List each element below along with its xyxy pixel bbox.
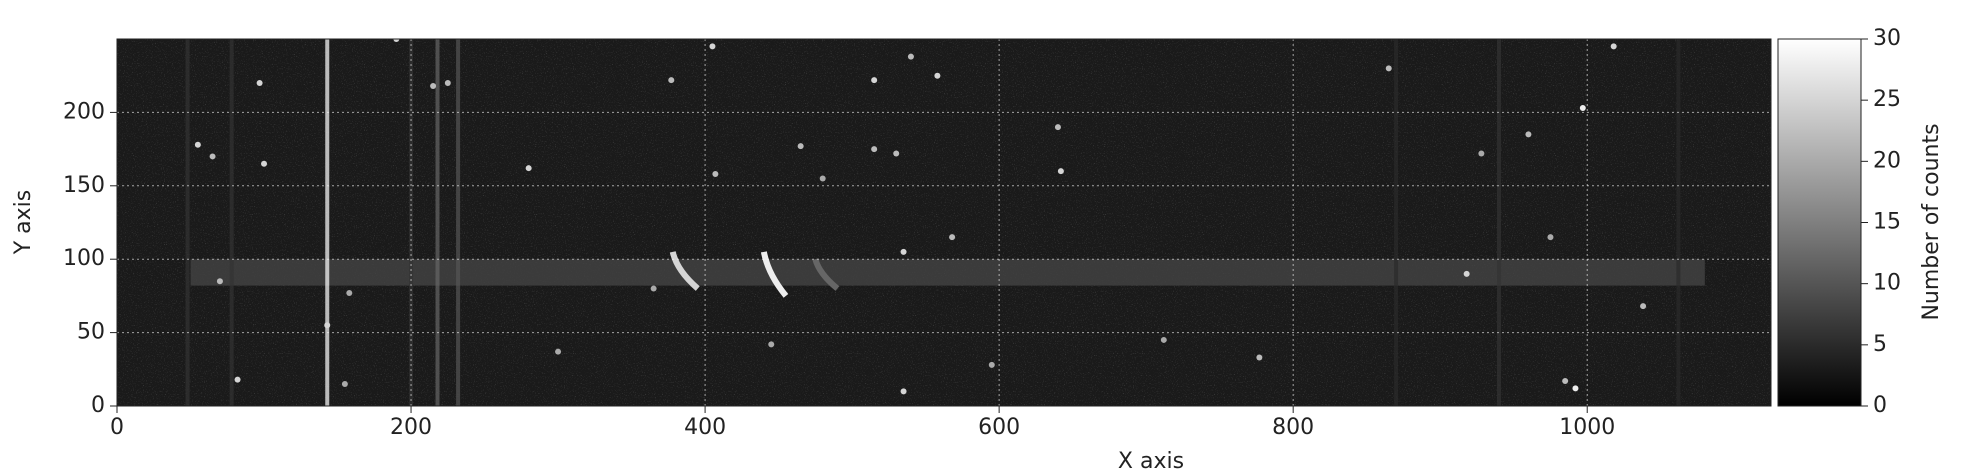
colorbar-label: Number of counts: [1919, 123, 1944, 320]
source: [1160, 336, 1167, 343]
x-tick-label: 0: [110, 415, 124, 440]
source: [525, 165, 532, 172]
source: [871, 77, 878, 84]
column: [185, 39, 190, 406]
column: [435, 39, 440, 406]
x-axis-label: X axis: [1118, 449, 1184, 470]
source: [1640, 303, 1647, 310]
source: [324, 322, 331, 329]
y-tick-label: 150: [63, 173, 105, 198]
streak: [760, 251, 789, 298]
source: [871, 146, 878, 153]
source: [900, 388, 907, 395]
x-tick-label: 400: [684, 415, 726, 440]
colorbar-tick-label: 0: [1873, 393, 1887, 418]
source: [1057, 168, 1064, 175]
source: [1572, 385, 1579, 392]
colorbar-tick-label: 10: [1873, 271, 1901, 296]
noise: [117, 39, 1771, 406]
column: [229, 39, 234, 406]
source: [949, 234, 956, 241]
colorbar-tick-label: 20: [1873, 148, 1901, 173]
column: [1676, 39, 1681, 406]
source: [893, 150, 900, 157]
source: [934, 72, 941, 79]
x-tick-label: 1000: [1559, 415, 1615, 440]
source: [900, 248, 907, 255]
source: [555, 348, 562, 355]
source: [819, 175, 826, 182]
source: [1610, 43, 1617, 50]
source: [430, 82, 437, 89]
image: [117, 39, 1771, 406]
y-tick-label: 0: [91, 393, 105, 418]
colorbar-tick-label: 15: [1873, 210, 1901, 235]
source: [444, 80, 451, 87]
source: [650, 285, 657, 292]
source: [393, 39, 400, 42]
source: [216, 278, 223, 285]
source: [346, 289, 353, 296]
y-tick-label: 100: [63, 246, 105, 271]
source: [1463, 270, 1470, 277]
source: [668, 77, 675, 84]
source: [261, 160, 268, 167]
source: [1562, 378, 1569, 385]
x-tick-label: 800: [1272, 415, 1314, 440]
source: [1547, 234, 1554, 241]
source: [797, 143, 804, 150]
source: [1385, 65, 1392, 72]
source: [712, 171, 719, 178]
source: [234, 376, 241, 383]
colorbar: [1777, 38, 1862, 407]
column: [456, 39, 461, 406]
source: [1579, 104, 1586, 111]
column: [1497, 39, 1502, 406]
colorbar-tick-label: 30: [1873, 26, 1901, 51]
source: [907, 53, 914, 60]
source: [1478, 150, 1485, 157]
source: [1525, 131, 1532, 138]
y-axis-label: Y axis: [11, 190, 36, 256]
y-tick-label: 50: [77, 320, 105, 345]
colorbar-tick-label: 25: [1873, 87, 1901, 112]
source: [209, 153, 216, 160]
column: [325, 39, 330, 406]
source: [768, 341, 775, 348]
streak: [669, 251, 700, 291]
source: [1054, 124, 1061, 131]
colorbar-tick-label: 5: [1873, 332, 1887, 357]
streak: [812, 258, 840, 291]
band: [190, 259, 1705, 286]
column: [409, 39, 414, 406]
column: [1394, 39, 1399, 406]
x-tick-label: 200: [390, 415, 432, 440]
x-tick-label: 600: [978, 415, 1020, 440]
source: [988, 361, 995, 368]
axes-frame: [116, 38, 1772, 407]
source: [256, 80, 263, 87]
y-tick-label: 200: [63, 99, 105, 124]
source: [1256, 354, 1263, 361]
source: [341, 380, 348, 387]
source: [709, 43, 716, 50]
source: [194, 141, 201, 148]
